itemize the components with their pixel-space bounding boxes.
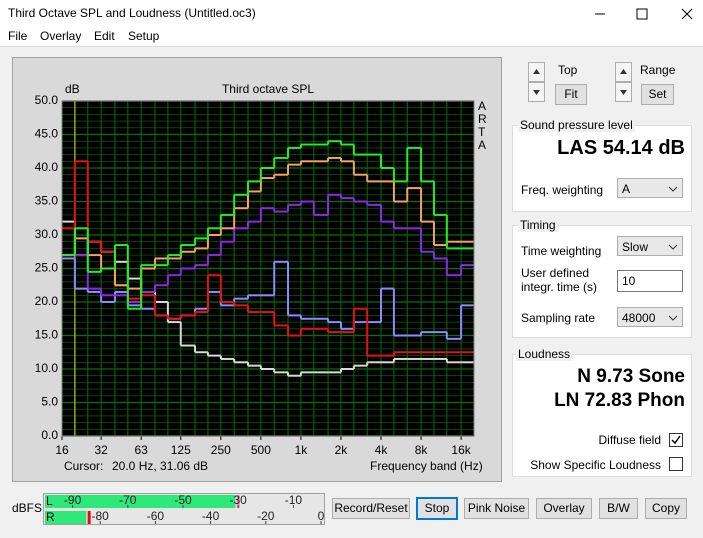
meter-tick-label: -60 <box>147 509 165 523</box>
input-value: 10 <box>622 274 636 288</box>
x-axis-label: Frequency band (Hz) <box>370 459 483 473</box>
y-tick-label: 35.0 <box>35 194 59 208</box>
y-tick-label: 20.0 <box>35 294 59 308</box>
chart[interactable]: Third octave SPL dB Cursor: 20.0 Hz, 31.… <box>13 58 501 481</box>
window-title: Third Octave SPL and Loudness (Untitled.… <box>8 6 256 20</box>
checkbox-label: Diffuse field <box>598 433 661 447</box>
plot-frame <box>61 100 475 437</box>
meter-tick-label: -10 <box>285 493 303 507</box>
y-tick-label: 45.0 <box>35 127 59 141</box>
menu-bar <box>0 26 703 47</box>
fit-button[interactable]: Fit <box>555 84 587 105</box>
title-bar <box>0 0 703 26</box>
y-tick-label: 15.0 <box>35 328 59 342</box>
meter-channel: R <box>46 510 55 524</box>
field-label: User defined integr. time (s) <box>521 266 598 294</box>
cursor-label: Cursor: <box>64 459 103 473</box>
meter-tick-label: -30 <box>230 493 248 507</box>
button[interactable]: Pink Noise <box>464 498 529 519</box>
button[interactable]: Record/Reset <box>332 498 410 519</box>
x-tick-label: 500 <box>251 443 271 457</box>
y-tick-label: 0.0 <box>41 428 58 442</box>
x-tick-label: 2k <box>335 443 349 457</box>
group-title: Timing <box>518 218 558 232</box>
x-tick-label: 125 <box>171 443 191 457</box>
select[interactable]: A <box>617 178 683 198</box>
meter-peak <box>236 495 240 508</box>
field-label: Sampling rate <box>521 311 596 325</box>
meter-tick-label: 0 <box>318 509 325 523</box>
field-label: Time weighting <box>521 244 602 258</box>
meter-unit: dBFS <box>12 501 43 515</box>
series-group <box>62 140 474 377</box>
x-tick-label: 4k <box>375 443 389 457</box>
meter-tick-label: -50 <box>174 493 192 507</box>
y-tick-label: 50.0 <box>35 93 59 107</box>
loudness-phon: LN 72.83 Phon <box>554 390 685 411</box>
checkbox-label: Show Specific Loudness <box>530 458 661 472</box>
check-mark <box>671 435 681 445</box>
select[interactable]: Slow <box>617 236 683 256</box>
spl-reading: LAS 54.14 dB <box>557 137 685 159</box>
checkbox[interactable] <box>669 457 683 471</box>
y-tick-label: 30.0 <box>35 227 59 241</box>
arrow <box>533 90 540 95</box>
set-button[interactable]: Set <box>641 84 674 105</box>
checkbox[interactable] <box>669 433 683 447</box>
meter-tick-label: -40 <box>202 509 220 523</box>
y-tick-label: 40.0 <box>35 160 59 174</box>
menu-item[interactable]: Edit <box>94 29 115 43</box>
loudness-sone: N 9.73 Sone <box>577 366 685 387</box>
x-tick-label: 32 <box>94 443 108 457</box>
arrow <box>620 69 627 74</box>
level-meter: L -90 -70 -50 -30 -10 R -80 -60 -40 -20 0 <box>43 493 325 525</box>
x-tick-label: 1k <box>295 443 309 457</box>
arrow <box>620 90 627 95</box>
loudness-group <box>512 354 692 477</box>
x-tick-label: 63 <box>135 443 149 457</box>
arrow <box>533 69 540 74</box>
x-tick-label: 8k <box>415 443 429 457</box>
meter-level <box>45 495 236 508</box>
meter-tick-label: -20 <box>257 509 275 523</box>
meter-level <box>45 511 87 524</box>
y-tick-label: 10.0 <box>35 361 59 375</box>
field-label: Freq. weighting <box>521 183 604 197</box>
group-title: Loudness <box>516 347 573 361</box>
brand: ARTA <box>478 99 487 152</box>
select-value: 48000 <box>622 311 656 325</box>
button[interactable]: B/W <box>599 498 638 519</box>
range-label: Range <box>640 63 676 77</box>
y-tick-label: 25.0 <box>35 261 59 275</box>
select[interactable]: 48000 <box>617 307 683 327</box>
group-title: Sound pressure level <box>518 118 635 132</box>
y-tick-label: 5.0 <box>41 395 58 409</box>
x-tick-label: 16k <box>451 443 471 457</box>
maximize[interactable] <box>636 8 648 20</box>
chart-title: Third octave SPL <box>222 82 314 96</box>
x-tick-label: 250 <box>211 443 231 457</box>
select-value: Slow <box>622 240 649 254</box>
button[interactable]: Stop <box>416 497 458 520</box>
select-value: A <box>622 182 631 196</box>
meter-tick-label: -80 <box>92 509 110 523</box>
close[interactable] <box>681 8 693 20</box>
x-tick-label: 16 <box>55 443 69 457</box>
menu-item[interactable]: Setup <box>128 29 160 43</box>
top-label: Top <box>558 63 578 77</box>
menu-item[interactable]: File <box>8 29 28 43</box>
meter-tick-label: -70 <box>119 493 137 507</box>
text-input[interactable]: 10 <box>617 270 683 292</box>
button[interactable]: Copy <box>645 498 687 519</box>
window-buttons[interactable] <box>590 6 700 22</box>
menu-item[interactable]: Overlay <box>40 29 82 43</box>
spinners[interactable] <box>528 62 688 104</box>
meter-peak <box>87 511 91 524</box>
cursor-readout: 20.0 Hz, 31.06 dB <box>112 459 208 473</box>
meter-channel: L <box>46 494 53 508</box>
button[interactable]: Overlay <box>536 498 592 519</box>
y-axis-label: dB <box>65 82 80 96</box>
meter-tick-label: -90 <box>64 493 82 507</box>
